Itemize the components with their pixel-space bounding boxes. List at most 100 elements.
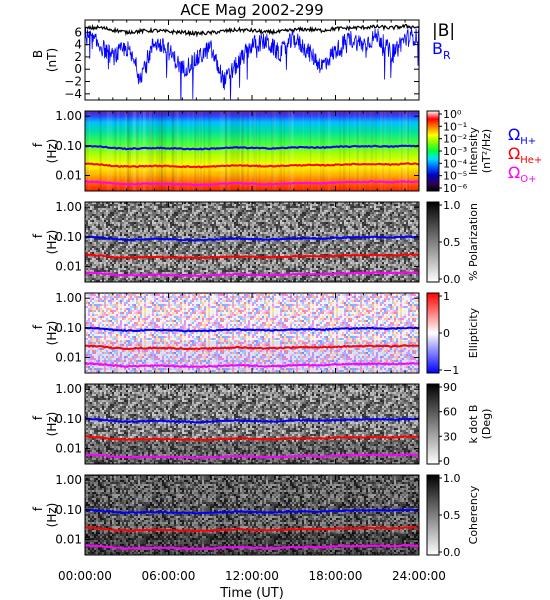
field-legend: |B| BR	[432, 21, 455, 62]
intensity-streak	[181, 111, 184, 191]
intensity-streak	[265, 111, 267, 191]
intensity-streak	[200, 111, 203, 191]
intensity-streak	[246, 111, 250, 191]
colorbar-tick-label: 10⁻³	[443, 145, 467, 158]
intensity-streak	[117, 111, 120, 191]
intensity-streak	[265, 111, 267, 191]
h-gyrofrequency-line	[85, 235, 419, 242]
intensity-streak	[192, 111, 195, 191]
colorbar	[426, 110, 440, 192]
colorbar-tick-label: 90	[443, 381, 457, 394]
intensity-streak	[128, 111, 131, 191]
intensity-streak	[207, 111, 210, 191]
intensity-streak	[241, 111, 243, 191]
intensity-streak	[272, 111, 275, 191]
y-tick-label: 1.00	[55, 109, 82, 123]
intensity-streak	[404, 111, 408, 191]
intensity-streak	[290, 111, 294, 191]
intensity-streak	[225, 111, 228, 191]
intensity-streak	[135, 111, 139, 191]
intensity-streak	[327, 111, 330, 191]
colorbar-tick-label: 0.5	[443, 509, 461, 522]
intensity-streak	[150, 111, 152, 191]
intensity-streak	[124, 111, 127, 191]
y-axis-label: f	[31, 233, 45, 238]
y-axis-unit: (Hz)	[45, 503, 59, 528]
intensity-streak	[161, 111, 164, 191]
y-tick-label: 0.01	[55, 351, 82, 365]
he-gyrofrequency-line	[85, 162, 419, 169]
y-tick-label: 0.10	[55, 139, 82, 153]
y-tick-label: 1.00	[55, 473, 82, 487]
y-tick-label: 0.10	[55, 321, 82, 335]
intensity-streak	[258, 111, 261, 191]
y-tick-label: 1.00	[55, 382, 82, 396]
intensity-panel: 1.00 0.10 0.01 f (Hz) 10⁰10⁻¹10⁻²10⁻³10⁻⁴10⁻⁵…	[31, 108, 493, 195]
ellipticity-plot-area	[85, 293, 419, 373]
intensity-streak	[100, 111, 102, 191]
intensity-streak	[407, 111, 410, 191]
coherency-panel: 1.00 0.10 0.01 f (Hz) 1.0 0.5 0.0 Coherency	[31, 472, 480, 559]
intensity-streak	[328, 111, 331, 191]
intensity-streak	[150, 111, 152, 191]
o-gyrofrequency-line	[85, 270, 419, 278]
polarization-plot-area	[85, 202, 419, 282]
kdotb-panel: 1.00 0.10 0.01 f (Hz) 90 60 30 0 k dot B (Deg)	[31, 381, 493, 468]
x-tick-label: 00:00:00	[58, 569, 112, 583]
y-axis-unit: (Hz)	[45, 139, 59, 164]
intensity-streak	[240, 111, 243, 191]
y-tick-label: 0.01	[55, 442, 82, 456]
intensity-streak	[149, 111, 152, 191]
y-axis-unit: (Hz)	[45, 321, 59, 346]
intensity-streak	[347, 111, 349, 191]
intensity-streak	[157, 111, 160, 191]
colorbar-tick-label: 0	[443, 455, 450, 468]
y-axis-label: f	[31, 415, 45, 420]
intensity-streak	[203, 111, 205, 191]
colorbar-label: % Polarization	[467, 203, 480, 281]
intensity-streak	[114, 111, 117, 191]
coherency-low-band	[85, 532, 419, 555]
intensity-streak	[342, 111, 346, 191]
y-tick-label: 0	[74, 62, 82, 76]
intensity-streak	[107, 111, 110, 191]
intensity-streak	[106, 111, 109, 191]
colorbar	[426, 383, 440, 465]
intensity-streak	[274, 111, 277, 191]
b-total-series	[85, 23, 419, 38]
intensity-streak	[163, 111, 167, 191]
he-gyrofrequency-line	[85, 253, 419, 260]
colorbar-tick-label: 0.5	[443, 236, 461, 249]
intensity-streak	[175, 111, 178, 191]
intensity-streak	[175, 111, 178, 191]
intensity-heatmap	[85, 111, 419, 191]
intensity-streak	[402, 111, 404, 191]
colorbar	[426, 201, 440, 283]
y-tick-label: −4	[64, 87, 82, 101]
intensity-streak	[159, 111, 163, 191]
he-gyrofrequency-line	[85, 344, 419, 351]
colorbar-tick-label: −1	[443, 364, 459, 377]
intensity-streak	[176, 111, 179, 191]
intensity-streak	[235, 111, 239, 191]
colorbar-tick-label: 1	[443, 290, 450, 303]
intensity-streak	[87, 111, 90, 191]
kdotb-low-band	[85, 441, 419, 464]
x-tick-label: 18:00:00	[309, 569, 363, 583]
legend-omega-h: ΩH+	[508, 125, 536, 147]
polarization-panel: 1.00 0.10 0.01 f (Hz) 1.0 0.5 0.0 % Polarization	[31, 199, 480, 286]
intensity-streak	[200, 111, 202, 191]
y-tick-label: 0.01	[55, 169, 82, 183]
intensity-streak	[248, 111, 252, 191]
y-tick-label: 4	[74, 38, 82, 52]
y-axis-label: B	[31, 50, 45, 58]
intensity-streak	[209, 111, 212, 191]
intensity-streak	[172, 111, 175, 191]
intensity-streak	[194, 111, 197, 191]
intensity-streak	[224, 111, 228, 191]
intensity-streak	[198, 111, 200, 191]
colorbar-label: k dot B	[467, 405, 480, 444]
